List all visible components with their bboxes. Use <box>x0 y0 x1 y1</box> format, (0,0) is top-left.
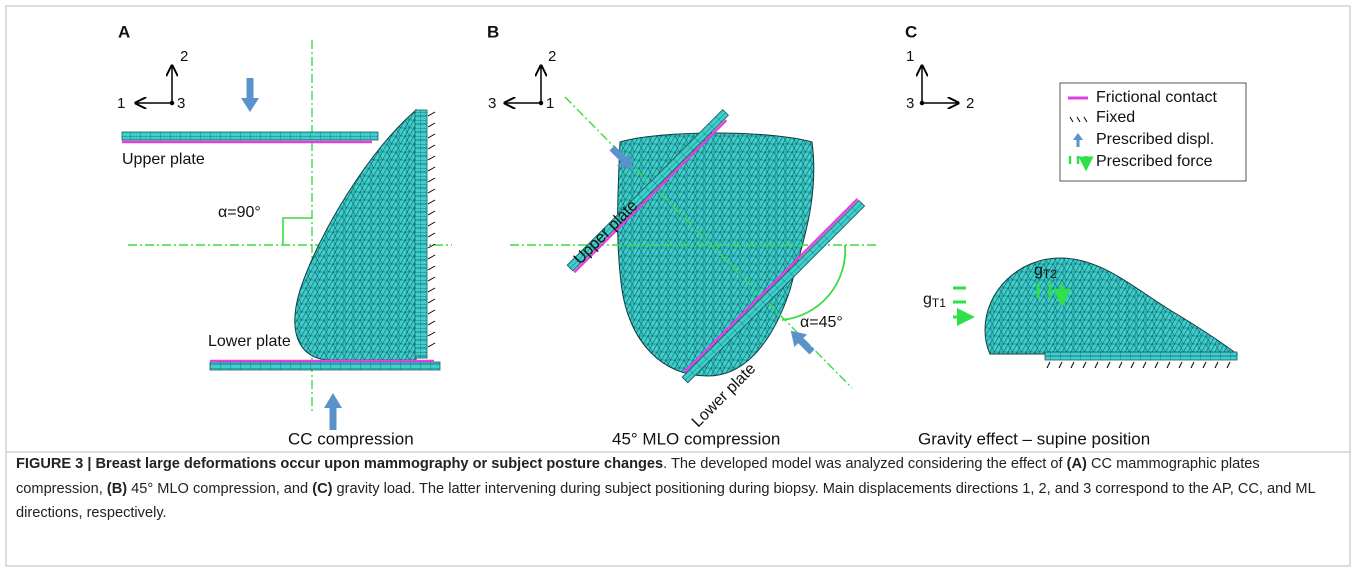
annotation: α=90° <box>218 204 261 221</box>
breast-mesh <box>617 132 815 377</box>
legend-swatch <box>1069 116 1088 123</box>
panel-label: B <box>487 22 499 41</box>
upper-plate <box>566 109 729 272</box>
caption-run: 45° MLO compression, and <box>127 480 313 497</box>
annotation: α=45° <box>800 314 843 331</box>
annotation: Lower plate <box>208 333 291 350</box>
legend-swatch <box>1073 133 1083 140</box>
legend-swatch <box>1068 156 1086 164</box>
axes-icon <box>921 66 959 105</box>
panel-title: 45° MLO compression <box>612 429 780 448</box>
axes-icon <box>136 66 174 105</box>
force-arrows <box>1036 284 1062 298</box>
angle-marker <box>282 217 312 245</box>
axis-label: 1 <box>117 95 125 112</box>
breast-mesh <box>984 257 1239 355</box>
caption-run: gravity load. The latter intervening dur… <box>16 480 1316 522</box>
caption-run: (B) <box>106 480 128 497</box>
displacement-arrow <box>609 145 634 170</box>
axis-label: 3 <box>488 95 496 112</box>
angle-marker <box>781 244 847 321</box>
fixed-wall <box>414 109 428 359</box>
axis-label: 3 <box>177 95 185 112</box>
panel-title: Gravity effect – supine position <box>918 429 1150 448</box>
legend-entry: Prescribed displ. <box>1096 131 1214 148</box>
frame <box>5 5 1351 567</box>
caption-run: CC mammographic plates compression, <box>16 456 1260 497</box>
displacement-arrowhead <box>324 393 342 408</box>
legend-entry: Frictional contact <box>1096 89 1217 106</box>
fixed-hatch <box>427 111 436 348</box>
figure-caption: FIGURE 3 | Breast large deformations occ… <box>16 452 1334 526</box>
panel-label: C <box>905 22 917 41</box>
caption-run: FIGURE 3 | Breast large deformations occ… <box>16 456 664 472</box>
axes-icon <box>505 66 543 105</box>
panel-title: CC compression <box>288 429 414 448</box>
fixed-hatch <box>1046 361 1231 369</box>
annotation: Upper plate <box>122 151 205 168</box>
displacement-arrowhead <box>241 98 259 112</box>
axis-label: 1 <box>906 48 914 65</box>
caption-run: (C) <box>312 480 333 497</box>
axis-label: 3 <box>906 95 914 112</box>
upper-plate <box>121 131 379 141</box>
load-label: gT2 <box>1034 262 1057 281</box>
axis-label: 2 <box>966 95 974 112</box>
lower-plate <box>681 199 866 384</box>
axis-label: 2 <box>180 48 188 65</box>
legend-entry: Fixed <box>1096 109 1135 126</box>
fixed-plate <box>1044 351 1238 361</box>
lower-plate <box>209 361 441 371</box>
contact-line <box>573 119 728 274</box>
caption-run: (A) <box>1066 456 1087 472</box>
caption-run: . The developed model was analyzed consi… <box>663 456 1067 472</box>
displacement-arrow <box>790 330 815 355</box>
panel-label: A <box>118 22 130 41</box>
legend-entry: Prescribed force <box>1096 153 1213 170</box>
force-arrows <box>953 286 966 317</box>
contact-line <box>683 198 859 374</box>
axis-label: 2 <box>548 48 556 65</box>
breast-mesh <box>294 108 417 361</box>
axis-label: 1 <box>546 95 554 112</box>
load-label: gT1 <box>923 291 946 310</box>
